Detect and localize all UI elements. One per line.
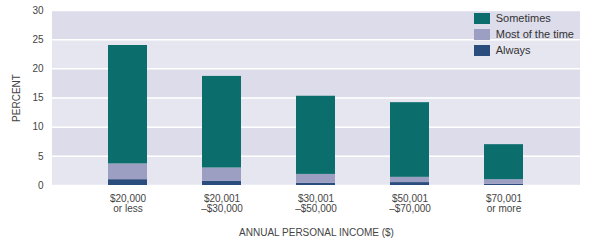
html-text:Most of the time: Most of the time [495, 28, 574, 40]
svg-text:20: 20 [32, 63, 44, 74]
svg-text:0: 0 [38, 180, 44, 191]
svg-text:30: 30 [32, 5, 44, 16]
html-text:Sometimes: Sometimes [495, 12, 551, 24]
svg-text:25: 25 [32, 34, 44, 45]
svg-text:ANNUAL PERSONAL INCOME ($): ANNUAL PERSONAL INCOME ($) [239, 227, 394, 238]
svg-text:$50,001–$70,000: $50,001–$70,000 [389, 193, 431, 214]
svg-text:$30,001–$50,000: $30,001–$50,000 [295, 193, 337, 214]
svg-text:15: 15 [32, 92, 44, 103]
svg-text:$70,001or more: $70,001or more [486, 193, 523, 214]
html-text:Always: Always [495, 44, 531, 56]
svg-text:10: 10 [32, 121, 44, 132]
svg-text:$20,001–$30,000: $20,001–$30,000 [201, 193, 243, 214]
svg-text:PERCENT: PERCENT [11, 74, 22, 122]
svg-text:$20,000or less: $20,000or less [110, 193, 147, 214]
svg-text:5: 5 [38, 151, 44, 162]
